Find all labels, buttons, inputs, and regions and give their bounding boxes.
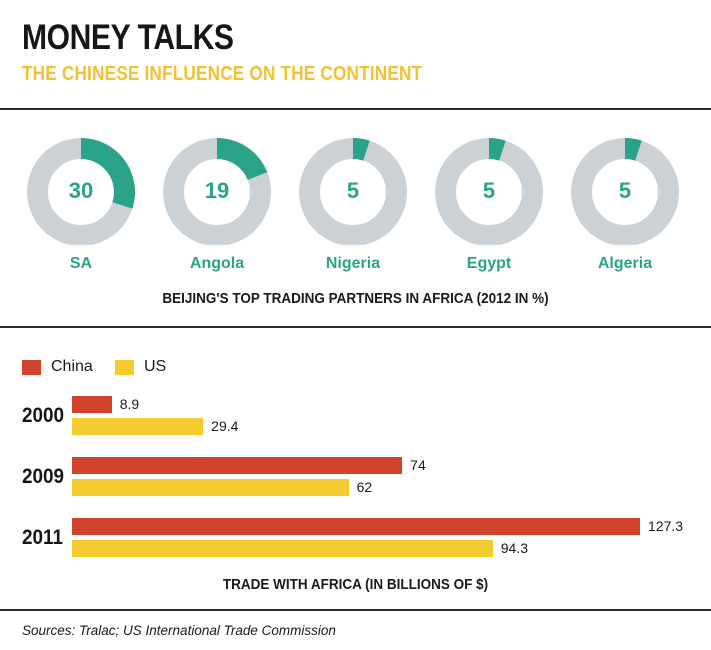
donut-label-nigeria: Nigeria <box>325 255 381 272</box>
legend-china: China <box>22 357 93 377</box>
bar-us-2009 <box>72 479 349 496</box>
donut-value-egypt: 5 <box>482 178 496 203</box>
bottom-divider <box>0 609 711 611</box>
top-divider <box>0 108 711 110</box>
page-title: MONEY TALKS <box>22 18 234 57</box>
bar-value-china-2011: 127.3 <box>648 518 684 534</box>
donut-label-egypt: Egypt <box>466 255 512 272</box>
donut-sa <box>27 138 136 245</box>
bar-us-2011 <box>72 540 493 557</box>
bar-value-us-2009: 62 <box>356 479 373 495</box>
donut-egypt <box>435 138 543 245</box>
year-label-2011: 2011 <box>22 526 64 549</box>
donut-value-angola: 19 <box>204 178 230 203</box>
bar-value-us-2000: 29.4 <box>211 418 239 434</box>
donut-slice-algeria <box>625 138 642 161</box>
donut-algeria <box>571 138 679 245</box>
middle-divider <box>0 326 711 328</box>
donut-slice-angola <box>217 138 268 180</box>
donut-slice-sa <box>81 138 136 209</box>
legend-china-swatch <box>22 359 41 375</box>
donut-label-angola: Angola <box>189 255 245 272</box>
donut-value-algeria: 5 <box>618 178 632 203</box>
bar-china-2000 <box>72 396 112 413</box>
year-label-2000: 2000 <box>22 404 65 427</box>
year-label-2009: 2009 <box>22 465 65 488</box>
sources-note: Sources: Tralac; US International Trade … <box>22 623 336 638</box>
page-subtitle: THE CHINESE INFLUENCE ON THE CONTINENT <box>22 63 423 85</box>
bar-value-china-2000: 8.9 <box>119 396 140 412</box>
donut-chart-caption: BEIJING'S TOP TRADING PARTNERS IN AFRICA… <box>162 290 549 307</box>
donut-slice-egypt <box>489 138 506 161</box>
bar-value-us-2011: 94.3 <box>500 540 528 556</box>
bar-china-2011 <box>72 518 640 535</box>
donut-chart-group <box>27 138 679 245</box>
donut-angola <box>163 138 271 245</box>
donut-value-sa: 30 <box>68 178 94 203</box>
bar-us-2000 <box>72 418 204 435</box>
donut-slice-nigeria <box>353 138 370 161</box>
donut-nigeria <box>299 138 407 245</box>
legend-us-swatch <box>115 359 134 375</box>
legend-us-label: US <box>144 358 167 375</box>
donut-label-algeria: Algeria <box>597 255 653 272</box>
legend-us: US <box>115 357 166 377</box>
donut-label-sa: SA <box>69 255 93 272</box>
legend-china-label: China <box>51 358 93 375</box>
bar-china-2009 <box>72 457 403 474</box>
donut-value-nigeria: 5 <box>346 178 360 203</box>
bar-value-china-2009: 74 <box>410 457 426 473</box>
bar-chart-caption: TRADE WITH AFRICA (IN BILLIONS OF $) <box>222 576 489 593</box>
